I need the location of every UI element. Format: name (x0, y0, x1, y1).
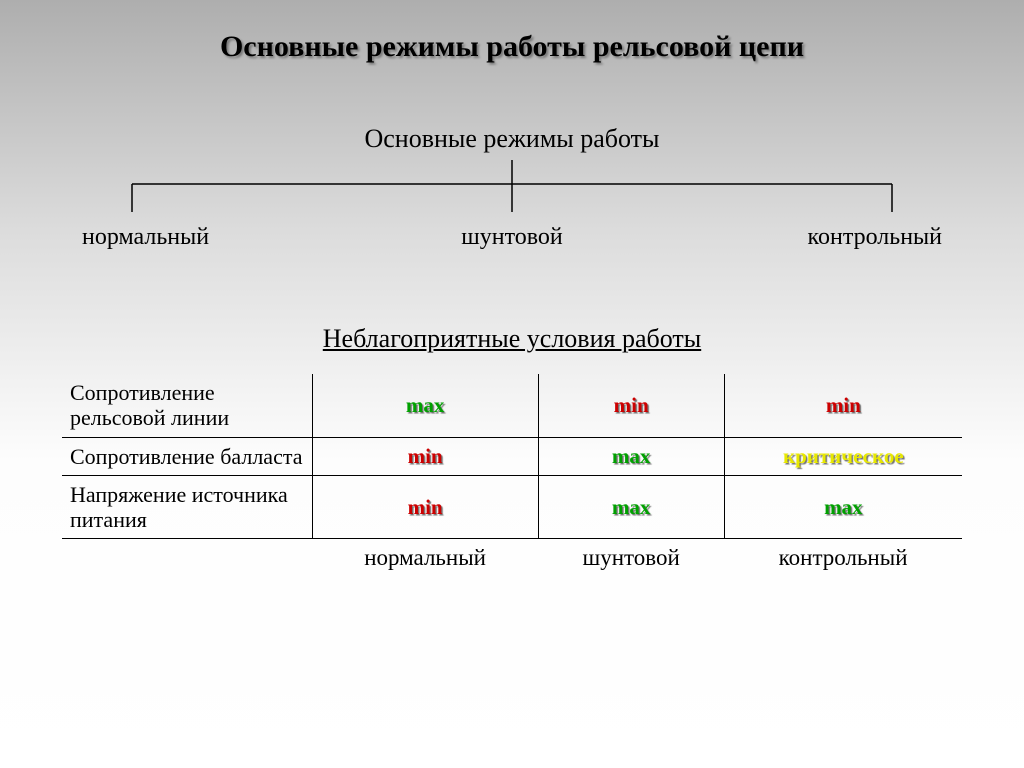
cell-value: min (408, 444, 443, 468)
footer-label: шунтовой (538, 539, 724, 578)
table-row: Напряжение источника питания min max max (62, 475, 962, 539)
tree-leaf-control: контрольный (655, 224, 952, 251)
row-label: Сопротивление рельсовой линии (62, 374, 312, 437)
footer-label: нормальный (312, 539, 538, 578)
table-cell: max (724, 475, 962, 539)
table-row: Сопротивление рельсовой линии max min min (62, 374, 962, 437)
footer-spacer (62, 539, 312, 578)
tree-leaves: нормальный шунтовой контрольный (72, 224, 952, 251)
cell-value: max (612, 495, 651, 519)
table-cell: max (312, 374, 538, 437)
table-cell: min (312, 475, 538, 539)
table-cell: max (538, 475, 724, 539)
cell-value: min (614, 393, 649, 417)
table-cell: max (538, 437, 724, 475)
row-label: Напряжение источника питания (62, 475, 312, 539)
tree-leaf-shunt: шунтовой (369, 224, 656, 251)
conditions-table: Сопротивление рельсовой линииmaxminminСо… (62, 374, 962, 577)
footer-label: контрольный (724, 539, 962, 578)
table-row: Сопротивление балласта min max критическое (62, 437, 962, 475)
table-cell: min (538, 374, 724, 437)
tree-leaf-normal: нормальный (72, 224, 369, 251)
cell-value: min (408, 495, 443, 519)
conditions-subtitle: Неблагоприятные условия работы (0, 324, 1024, 354)
cell-value: max (406, 393, 445, 417)
cell-value: max (612, 444, 651, 468)
tree-root-label: Основные режимы работы (72, 124, 952, 154)
tree-connector (72, 160, 952, 220)
table-cell: min (312, 437, 538, 475)
cell-value: критическое (783, 444, 904, 468)
mode-tree: Основные режимы работы нормальный шунтов… (72, 124, 952, 284)
row-label: Сопротивление балласта (62, 437, 312, 475)
cell-value: max (824, 495, 863, 519)
table-cell: min (724, 374, 962, 437)
table-footer: нормальныйшунтовойконтрольный (62, 539, 962, 578)
table-cell: критическое (724, 437, 962, 475)
cell-value: min (826, 393, 861, 417)
page-title: Основные режимы работы рельсовой цепи (0, 0, 1024, 64)
